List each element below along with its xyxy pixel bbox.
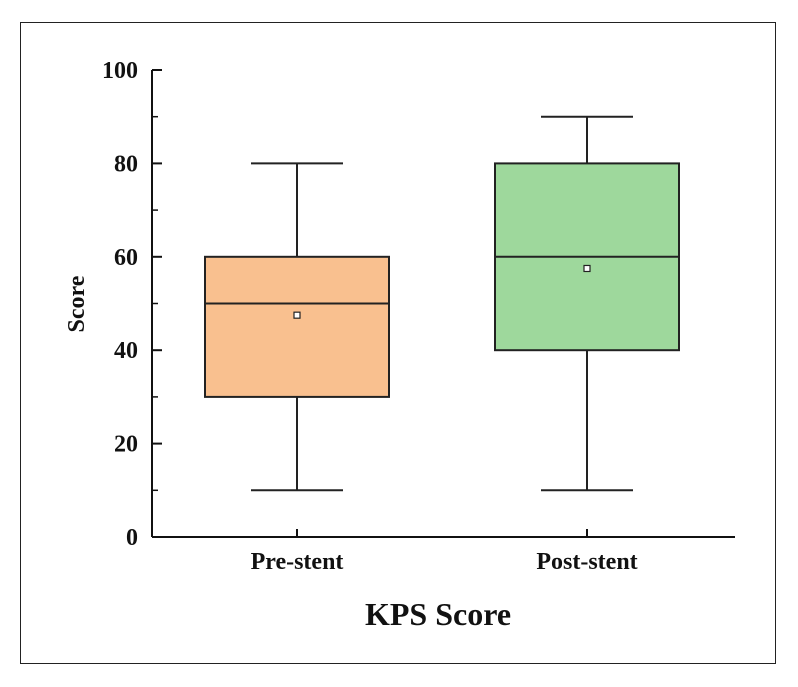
y-tick-label: 60: [114, 245, 138, 271]
x-tick-label: Post-stent: [536, 549, 637, 575]
x-axis-ticks: Pre-stent Post-stent: [251, 529, 638, 575]
boxes: [204, 115, 680, 492]
y-axis-title: Score: [64, 275, 90, 332]
y-tick-label: 20: [114, 432, 138, 458]
y-tick-label: 40: [114, 338, 138, 364]
x-axis-title: KPS Score: [365, 596, 511, 632]
box-post-stent: [494, 115, 680, 492]
mean-marker: [293, 311, 301, 319]
y-tick-label: 80: [114, 151, 138, 177]
x-tick-label: Pre-stent: [251, 549, 344, 575]
box-pre-stent: [204, 162, 390, 492]
mean-marker: [583, 264, 591, 273]
y-axis-ticks: 0 20 40 60 80 100: [102, 58, 162, 551]
iqr-box: [204, 255, 390, 398]
y-tick-label: 0: [126, 525, 138, 551]
y-tick-label: 100: [102, 58, 138, 84]
